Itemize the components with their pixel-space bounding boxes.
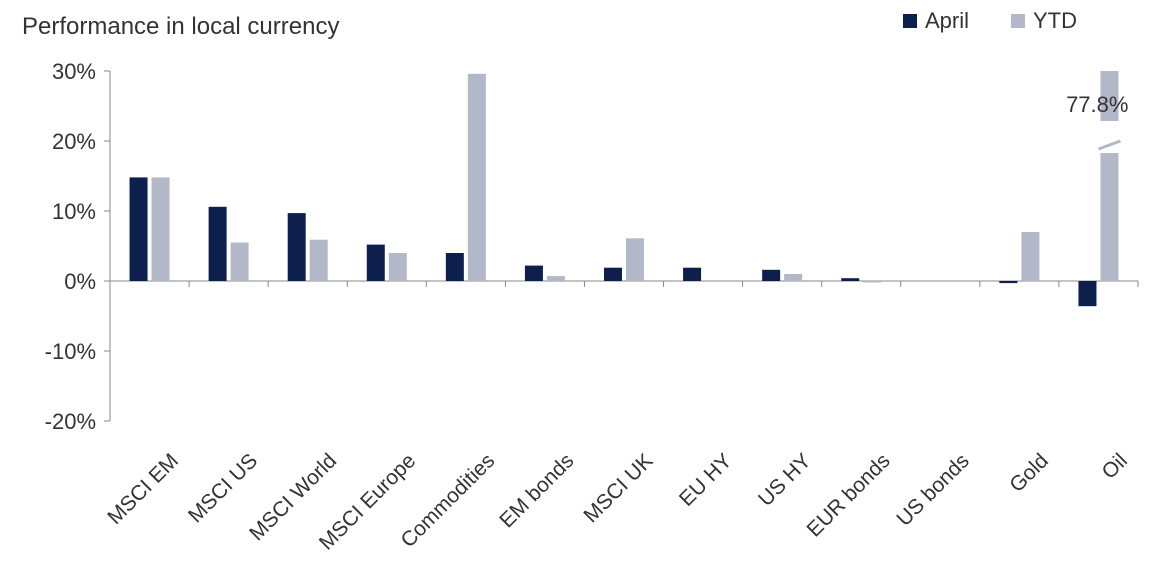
- y-tick-label: 20%: [52, 129, 96, 154]
- bar-ytd-msci-world: [309, 239, 328, 281]
- bar-ytd-eur-bonds: [863, 281, 882, 283]
- bar-april-eu-hy: [683, 267, 702, 281]
- bar-april-msci-em: [129, 177, 148, 281]
- x-tick-label: US HY: [754, 449, 816, 511]
- y-tick-label: 10%: [52, 199, 96, 224]
- chart-title: Performance in local currency: [22, 13, 339, 40]
- y-tick-label: 30%: [52, 59, 96, 84]
- bars: [129, 71, 1119, 307]
- y-tick-label: -20%: [45, 409, 96, 434]
- bar-ytd-msci-us: [230, 242, 249, 281]
- bar-ytd-msci-uk: [626, 238, 644, 281]
- bar-april-msci-uk: [604, 267, 622, 281]
- bar-ytd-gold: [1021, 232, 1040, 281]
- x-tick-label: MSCI EM: [103, 449, 183, 529]
- bar-ytd-msci-europe: [388, 253, 407, 281]
- bar-ytd-us-hy: [784, 274, 803, 281]
- x-tick-label: EUR bonds: [803, 449, 895, 541]
- legend-label-ytd: YTD: [1033, 8, 1077, 33]
- bar-april-eur-bonds: [841, 278, 860, 281]
- x-tick-label: Gold: [1005, 449, 1053, 497]
- x-tick-label: Oil: [1098, 449, 1132, 483]
- x-tick-label: MSCI UK: [579, 449, 657, 527]
- bar-april-msci-us: [208, 206, 227, 281]
- bar-april-us-hy: [762, 269, 781, 281]
- data-label-oil-ytd: 77.8%: [1066, 92, 1128, 117]
- bar-break-gap: [1099, 121, 1120, 153]
- annotations: 77.8%: [1066, 92, 1128, 153]
- x-tick-label: EM bonds: [495, 449, 578, 532]
- y-tick-label: -10%: [45, 339, 96, 364]
- x-tick-label: EU HY: [675, 449, 737, 511]
- bar-april-commodities: [445, 253, 464, 281]
- bar-ytd-em-bonds: [546, 276, 565, 281]
- legend-swatch-ytd: [1011, 14, 1025, 28]
- bar-ytd-msci-em: [151, 177, 170, 281]
- bar-april-msci-europe: [366, 244, 385, 281]
- x-tick-label: US bonds: [892, 449, 973, 530]
- bar-april-em-bonds: [524, 265, 543, 281]
- x-tick-label: MSCI US: [184, 449, 262, 527]
- bar-ytd-commodities: [467, 73, 486, 281]
- y-tick-label: 0%: [64, 269, 96, 294]
- bar-april-msci-world: [287, 213, 306, 281]
- bar-april-oil: [1078, 281, 1097, 307]
- legend-swatch-april: [903, 14, 917, 28]
- legend: April YTD: [903, 8, 1077, 33]
- bar-april-gold: [999, 281, 1018, 284]
- bar-break-mark: [1097, 139, 1121, 151]
- legend-label-april: April: [925, 8, 969, 33]
- y-axis: 30% 20% 10% 0% -10% -20%: [45, 59, 111, 434]
